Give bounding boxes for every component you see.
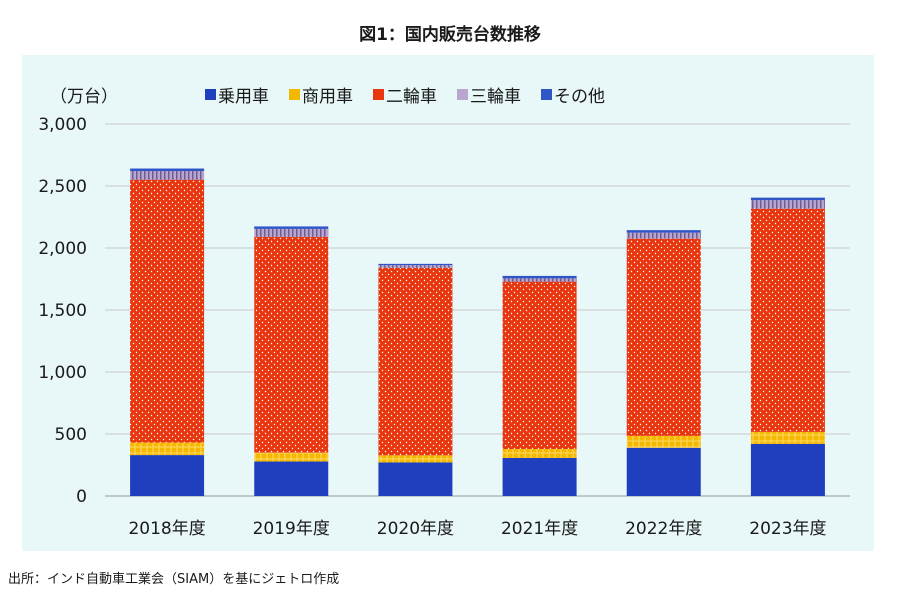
x-tick-label: 2021年度 [501,519,578,539]
bar-segment [254,236,329,453]
legend-swatch-two-wheeler [373,89,384,100]
legend-label-passenger: 乗用車 [218,87,269,107]
bar-segment [750,208,825,432]
x-tick-label: 2019年度 [253,519,330,539]
bar-segment [502,275,577,279]
bar-segment [626,447,701,496]
y-tick-label: 1,000 [38,363,87,383]
bar-segment [626,230,701,233]
y-axis-unit-label: （万台） [50,87,118,107]
bar-segment [130,455,205,496]
legend-label-two-wheeler: 二輪車 [386,87,437,107]
bar-segment [378,455,453,463]
bar-segment [130,442,205,456]
legend-item-commercial: 商用車 [289,82,353,107]
bar-segment [502,278,577,282]
legend-item-other: その他 [541,82,605,107]
legend-label-three-wheeler: 三輪車 [470,87,521,107]
bar-segment [750,443,825,496]
x-tick-label: 2023年度 [749,519,826,539]
chart-title: 図1：国内販売台数推移 [359,25,541,45]
bar-segment [130,168,205,171]
source-note: 出所：インド自動車工業会（SIAM）を基にジェトロ作成 [8,572,340,587]
legend-item-two-wheeler: 二輪車 [373,82,437,107]
bar-segment [750,200,825,209]
bar-segment [378,267,453,456]
bar-segment [254,452,329,462]
bar-segment [254,226,329,229]
bar-segment [254,461,329,496]
bar-segment [378,265,453,268]
y-tick-label: 0 [76,487,87,507]
legend-item-passenger: 乗用車 [205,82,269,107]
y-tick-label: 500 [55,425,87,445]
legend-label-other: その他 [554,87,605,107]
bar-segment [130,179,205,443]
legend-swatch-three-wheeler [457,89,468,100]
legend-label-commercial: 商用車 [302,87,353,107]
bar-segment [254,228,329,237]
y-tick-label: 3,000 [38,115,87,135]
legend-swatch-commercial [289,89,300,100]
bar-segment [750,197,825,201]
y-tick-label: 1,500 [38,301,87,321]
bar-segment [378,462,453,496]
x-tick-label: 2020年度 [377,519,454,539]
x-tick-label: 2022年度 [625,519,702,539]
bar-segment [502,457,577,496]
legend: 乗用車 商用車 二輪車 三輪車 その他 [205,82,605,107]
legend-swatch-other [541,89,552,100]
y-tick-label: 2,000 [38,239,87,259]
legend-swatch-passenger [205,89,216,100]
bar-segment [750,431,825,444]
bar-segment [502,449,577,458]
bar-segment [626,238,701,436]
bar-segment [502,281,577,450]
bar-segment [626,435,701,448]
bar-segment [378,263,453,266]
x-tick-label: 2018年度 [128,519,205,539]
bar-segment [130,170,205,180]
bar-segment [626,232,701,239]
y-tick-label: 2,500 [38,177,87,197]
legend-item-three-wheeler: 三輪車 [457,82,521,107]
